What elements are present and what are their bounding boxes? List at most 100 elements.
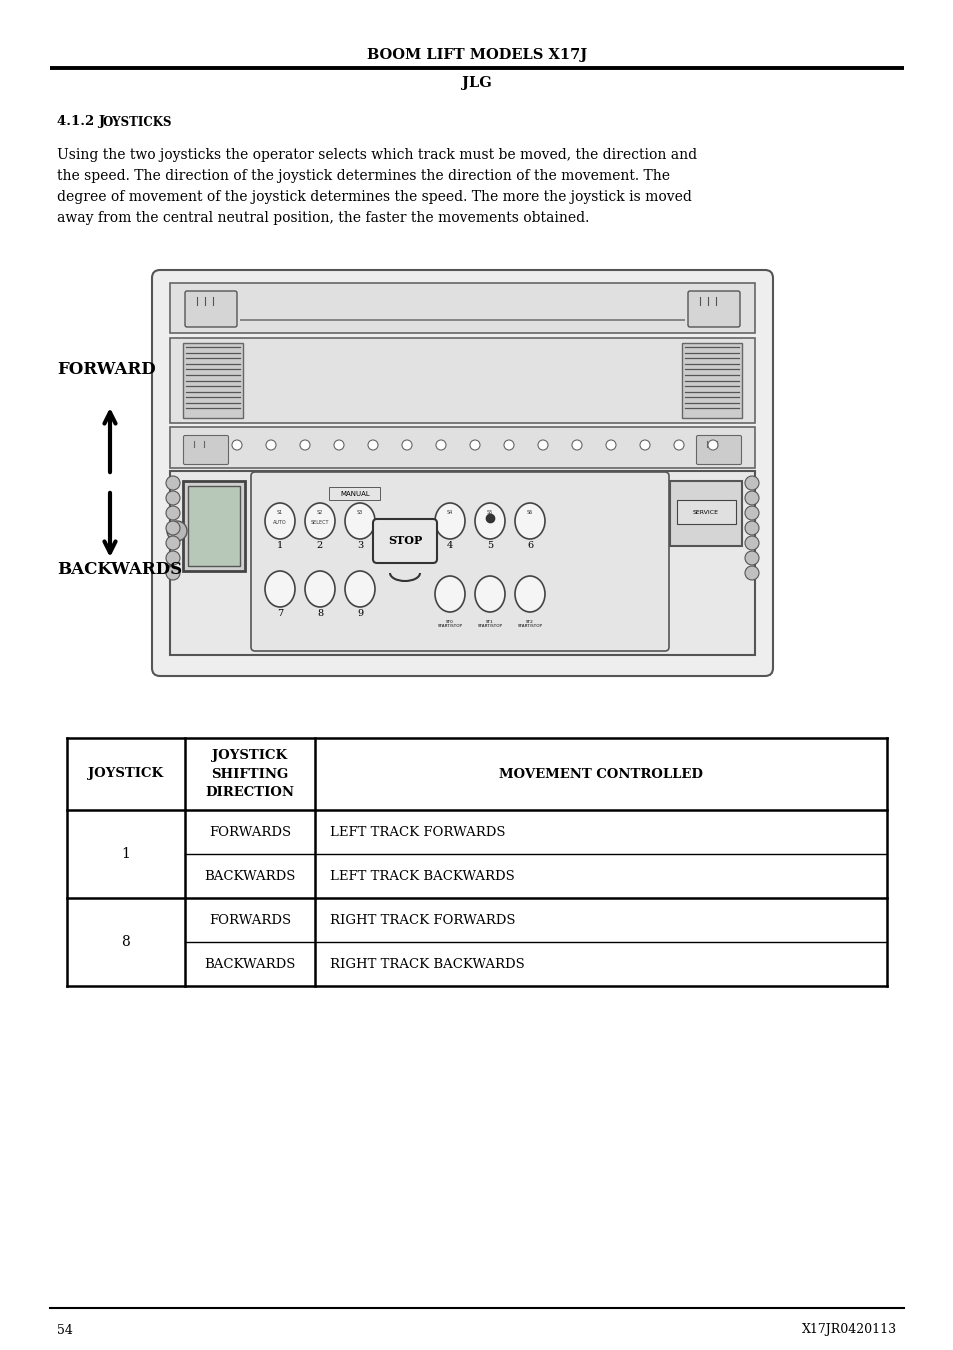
- Text: STOP: STOP: [388, 536, 421, 547]
- Circle shape: [605, 440, 616, 450]
- Ellipse shape: [305, 504, 335, 539]
- Bar: [240, 319, 684, 321]
- Text: 6: 6: [526, 540, 533, 549]
- Text: 9: 9: [356, 609, 363, 617]
- Text: FORWARDS: FORWARDS: [209, 914, 291, 926]
- Text: JOYSTICK: JOYSTICK: [89, 768, 163, 780]
- Circle shape: [707, 440, 718, 450]
- Circle shape: [266, 440, 275, 450]
- Text: 1: 1: [121, 846, 131, 861]
- Text: MANUAL: MANUAL: [340, 491, 370, 497]
- Ellipse shape: [515, 504, 544, 539]
- Text: RIGHT TRACK BACKWARDS: RIGHT TRACK BACKWARDS: [330, 957, 524, 971]
- Text: ST1
START/STOP: ST1 START/STOP: [477, 620, 502, 628]
- Bar: [165, 278, 760, 660]
- Text: OYSTICKS: OYSTICKS: [103, 116, 172, 128]
- FancyBboxPatch shape: [251, 472, 668, 651]
- Circle shape: [639, 440, 649, 450]
- Circle shape: [368, 440, 377, 450]
- Circle shape: [167, 521, 187, 541]
- Ellipse shape: [475, 504, 504, 539]
- Circle shape: [744, 477, 759, 490]
- FancyBboxPatch shape: [185, 292, 236, 327]
- Circle shape: [232, 440, 242, 450]
- Circle shape: [744, 536, 759, 549]
- Text: FORWARDS: FORWARDS: [209, 825, 291, 838]
- Text: SERVICE: SERVICE: [692, 510, 719, 516]
- Text: JLG: JLG: [461, 76, 492, 90]
- Bar: [183, 481, 245, 571]
- Text: ST2
START/STOP: ST2 START/STOP: [517, 620, 542, 628]
- Circle shape: [436, 440, 446, 450]
- Bar: [170, 284, 754, 333]
- Text: degree of movement of the joystick determines the speed. The more the joystick i: degree of movement of the joystick deter…: [57, 190, 691, 204]
- Circle shape: [166, 566, 180, 580]
- Ellipse shape: [265, 504, 294, 539]
- Text: S5: S5: [486, 510, 493, 516]
- Text: S2: S2: [316, 510, 323, 516]
- Text: BACKWARDS: BACKWARDS: [204, 957, 295, 971]
- Circle shape: [166, 551, 180, 566]
- Text: BACKWARDS: BACKWARDS: [57, 562, 182, 579]
- Text: JOYSTICK
SHIFTING
DIRECTION: JOYSTICK SHIFTING DIRECTION: [205, 749, 294, 798]
- Circle shape: [744, 566, 759, 580]
- Bar: [170, 338, 754, 423]
- Circle shape: [166, 521, 180, 535]
- Text: S3: S3: [356, 510, 363, 516]
- Text: away from the central neutral position, the faster the movements obtained.: away from the central neutral position, …: [57, 211, 589, 225]
- Circle shape: [537, 440, 547, 450]
- Ellipse shape: [305, 571, 335, 608]
- Text: 4.1.2 J: 4.1.2 J: [57, 116, 105, 128]
- Circle shape: [503, 440, 514, 450]
- Text: X17JR0420113: X17JR0420113: [801, 1323, 896, 1336]
- Bar: [183, 343, 243, 418]
- Text: 4: 4: [446, 540, 453, 549]
- Text: 8: 8: [121, 936, 131, 949]
- Text: LEFT TRACK FORWARDS: LEFT TRACK FORWARDS: [330, 825, 505, 838]
- Circle shape: [744, 491, 759, 505]
- Circle shape: [166, 506, 180, 520]
- Ellipse shape: [515, 576, 544, 612]
- Circle shape: [166, 536, 180, 549]
- Ellipse shape: [345, 571, 375, 608]
- Ellipse shape: [475, 576, 504, 612]
- Circle shape: [334, 440, 344, 450]
- Text: BACKWARDS: BACKWARDS: [204, 869, 295, 883]
- Text: AUTO: AUTO: [273, 521, 287, 525]
- FancyBboxPatch shape: [677, 500, 735, 524]
- Bar: [669, 481, 741, 545]
- Text: 8: 8: [316, 609, 323, 617]
- Circle shape: [744, 521, 759, 535]
- FancyBboxPatch shape: [696, 436, 740, 464]
- FancyBboxPatch shape: [687, 292, 740, 327]
- FancyBboxPatch shape: [329, 486, 380, 500]
- Circle shape: [470, 440, 479, 450]
- Circle shape: [572, 440, 581, 450]
- FancyBboxPatch shape: [152, 270, 772, 676]
- Text: LEFT TRACK BACKWARDS: LEFT TRACK BACKWARDS: [330, 869, 515, 883]
- Text: 7: 7: [276, 609, 283, 617]
- Ellipse shape: [435, 576, 464, 612]
- Text: the speed. The direction of the joystick determines the direction of the movemen: the speed. The direction of the joystick…: [57, 169, 669, 184]
- Text: S6: S6: [526, 510, 533, 516]
- Text: FORWARD: FORWARD: [57, 362, 155, 378]
- Ellipse shape: [345, 504, 375, 539]
- Circle shape: [744, 551, 759, 566]
- Bar: [188, 486, 240, 566]
- FancyBboxPatch shape: [183, 436, 229, 464]
- Text: 5: 5: [486, 540, 493, 549]
- Ellipse shape: [435, 504, 464, 539]
- Text: S4: S4: [446, 510, 453, 516]
- Text: S1: S1: [276, 510, 283, 516]
- Text: 1: 1: [276, 540, 283, 549]
- Circle shape: [299, 440, 310, 450]
- Text: RIGHT TRACK FORWARDS: RIGHT TRACK FORWARDS: [330, 914, 515, 926]
- Text: SELECT: SELECT: [311, 521, 329, 525]
- Text: 3: 3: [356, 540, 363, 549]
- Bar: [681, 343, 741, 418]
- Bar: [170, 427, 754, 468]
- Text: 2: 2: [316, 540, 323, 549]
- Circle shape: [673, 440, 683, 450]
- FancyBboxPatch shape: [373, 518, 436, 563]
- Bar: [170, 471, 754, 655]
